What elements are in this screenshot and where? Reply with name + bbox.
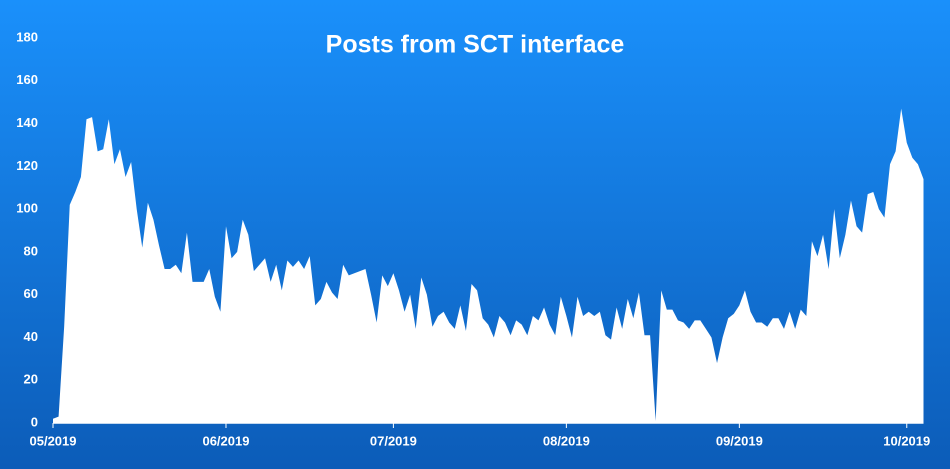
- x-tick-label: 05/2019: [30, 433, 77, 448]
- x-tick-label: 10/2019: [883, 433, 930, 448]
- x-tick-label: 09/2019: [716, 433, 763, 448]
- y-tick-label: 180: [16, 29, 38, 44]
- chart-title: Posts from SCT interface: [326, 31, 625, 59]
- x-tick-label: 08/2019: [543, 433, 590, 448]
- x-tick-label: 07/2019: [370, 433, 417, 448]
- y-tick-label: 140: [16, 115, 38, 130]
- y-tick-label: 160: [16, 72, 38, 87]
- y-tick-label: 60: [24, 286, 38, 301]
- x-tick-label: 06/2019: [202, 433, 249, 448]
- y-tick-label: 20: [24, 372, 38, 387]
- y-tick-label: 40: [24, 329, 38, 344]
- area: [53, 108, 924, 423]
- y-tick-label: 0: [31, 414, 38, 429]
- y-tick-label: 100: [16, 201, 38, 216]
- y-tick-label: 80: [24, 243, 38, 258]
- y-tick-label: 120: [16, 158, 38, 173]
